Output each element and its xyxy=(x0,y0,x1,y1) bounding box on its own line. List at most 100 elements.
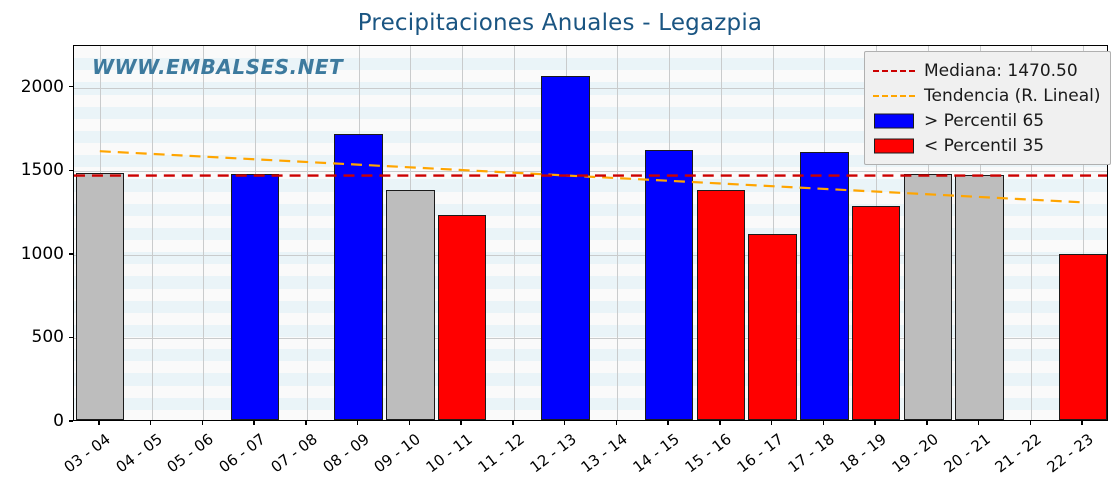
bar xyxy=(903,174,953,420)
bar xyxy=(1058,253,1107,420)
legend-color-swatch xyxy=(873,113,915,129)
x-tick-label: 12 - 13 xyxy=(526,430,580,477)
y-tick-label: 1500 xyxy=(20,160,64,181)
chart-title: Precipitaciones Anuales - Legazpia xyxy=(357,10,763,36)
x-tick-label: 18 - 19 xyxy=(836,430,890,477)
legend-label: > Percentil 65 xyxy=(924,110,1045,131)
x-tick-label: 16 - 17 xyxy=(733,430,787,477)
y-tick-mark xyxy=(69,169,73,171)
legend-item[interactable]: < Percentil 35 xyxy=(873,133,1101,158)
x-tick-label: 06 - 07 xyxy=(215,430,269,477)
bar xyxy=(437,215,487,420)
legend-label: < Percentil 35 xyxy=(924,135,1045,156)
background-band xyxy=(74,203,1107,216)
x-tick-label: 11 - 12 xyxy=(474,430,528,477)
bar xyxy=(800,151,849,420)
bar xyxy=(748,234,797,420)
background-band xyxy=(74,324,1107,338)
bar xyxy=(386,190,435,420)
x-tick-mark xyxy=(926,421,928,425)
x-tick-label: 19 - 20 xyxy=(888,430,942,477)
vertical-gridline xyxy=(152,46,153,420)
x-tick-mark xyxy=(874,421,876,425)
legend-swatch-box xyxy=(874,138,914,153)
chart-legend: Mediana: 1470.50 Tendencia (R. Lineal) > P… xyxy=(864,51,1111,165)
y-tick-mark xyxy=(69,336,73,339)
y-tick-mark xyxy=(69,420,73,422)
x-tick-mark xyxy=(408,421,411,425)
horizontal-gridline xyxy=(74,254,1107,256)
legend-label: Tendencia (R. Lineal) xyxy=(924,85,1101,106)
y-tick-label: 500 xyxy=(31,327,64,348)
x-tick-label: 15 - 16 xyxy=(681,430,735,477)
bars-group xyxy=(74,46,1107,420)
legend-item[interactable]: > Percentil 65 xyxy=(873,108,1101,133)
y-tick-mark xyxy=(69,86,73,88)
background-band xyxy=(74,276,1107,289)
y-tick-label: 1000 xyxy=(20,243,64,264)
legend-dash-icon xyxy=(873,88,915,104)
horizontal-gridline xyxy=(74,87,1107,89)
legend-label: Mediana: 1470.50 xyxy=(924,60,1078,81)
bar xyxy=(541,75,590,420)
background-band xyxy=(74,349,1107,362)
x-tick-mark xyxy=(822,421,825,425)
bar xyxy=(334,133,383,420)
legend-dash-line xyxy=(873,69,915,72)
vertical-gridline xyxy=(514,46,515,420)
bar xyxy=(851,205,901,420)
x-tick-mark xyxy=(201,421,204,425)
legend-dash-icon xyxy=(873,63,915,79)
watermark-text: WWW.EMBALSES.NET xyxy=(92,55,344,79)
bar xyxy=(955,174,1004,420)
x-tick-label: 05 - 06 xyxy=(163,430,218,477)
legend-item[interactable]: Mediana: 1470.50 xyxy=(873,58,1101,83)
vertical-gridline xyxy=(307,46,308,420)
y-tick-label: 0 xyxy=(53,411,64,431)
x-tick-mark xyxy=(563,421,566,425)
x-tick-label: 10 - 11 xyxy=(422,430,476,477)
bar xyxy=(696,190,746,420)
x-tick-mark xyxy=(149,421,152,425)
legend-color-swatch xyxy=(873,138,915,154)
legend-dash-line xyxy=(873,94,915,97)
x-tick-mark xyxy=(98,421,100,425)
x-tick-mark xyxy=(615,421,618,425)
x-tick-label: 04 - 05 xyxy=(112,430,166,477)
vertical-gridline xyxy=(203,46,204,420)
x-tick-mark xyxy=(719,421,721,425)
x-tick-label: 07 - 08 xyxy=(267,430,321,477)
background-band xyxy=(74,106,1107,119)
x-tick-mark xyxy=(977,421,980,425)
x-tick-label: 17 - 18 xyxy=(784,430,839,477)
background-band xyxy=(74,300,1107,313)
background-band xyxy=(74,373,1107,386)
x-tick-label: 21 - 22 xyxy=(991,430,1046,477)
vertical-gridline xyxy=(1031,46,1032,420)
bar xyxy=(644,150,694,420)
legend-swatch-box xyxy=(874,113,914,128)
x-tick-label: 14 - 15 xyxy=(629,430,683,477)
background-band xyxy=(74,227,1107,241)
x-tick-label: 22 - 23 xyxy=(1043,430,1097,477)
x-tick-mark xyxy=(667,421,669,425)
background-band xyxy=(74,130,1107,144)
vertical-gridline xyxy=(773,46,774,420)
x-tick-label: 20 - 21 xyxy=(940,430,994,477)
x-tick-label: 09 - 10 xyxy=(370,430,425,477)
x-tick-mark xyxy=(770,421,773,425)
x-tick-mark xyxy=(460,421,462,425)
x-tick-mark xyxy=(356,421,359,425)
bar xyxy=(75,173,125,420)
legend-item[interactable]: Tendencia (R. Lineal) xyxy=(873,83,1101,108)
background-band xyxy=(74,58,1107,71)
bar xyxy=(230,173,280,420)
vertical-gridline xyxy=(617,46,618,420)
y-tick-mark xyxy=(69,253,73,255)
x-tick-mark xyxy=(1081,421,1083,425)
y-tick-label: 2000 xyxy=(20,76,64,97)
x-tick-mark xyxy=(1029,421,1032,425)
background-band xyxy=(74,397,1107,410)
x-tick-mark xyxy=(512,421,514,425)
